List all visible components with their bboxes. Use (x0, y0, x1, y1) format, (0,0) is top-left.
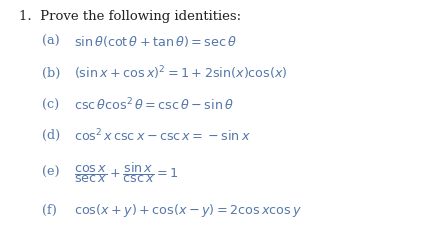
Text: (d): (d) (42, 128, 61, 142)
Text: $\csc\theta\cos^2\theta = \csc\theta - \sin\theta$: $\csc\theta\cos^2\theta = \csc\theta - \… (74, 96, 234, 113)
Text: $\cos(x+y) + \cos(x-y) = 2\cos x\cos y$: $\cos(x+y) + \cos(x-y) = 2\cos x\cos y$ (74, 201, 302, 218)
Text: $\cos^2 x\,\csc x - \csc x = -\sin x$: $\cos^2 x\,\csc x - \csc x = -\sin x$ (74, 127, 251, 143)
Text: $\dfrac{\cos x}{\sec x} + \dfrac{\sin x}{\csc x} = 1$: $\dfrac{\cos x}{\sec x} + \dfrac{\sin x}… (74, 160, 179, 184)
Text: $(\sin x + \cos x)^2 = 1 + 2\sin(x)\cos(x)$: $(\sin x + \cos x)^2 = 1 + 2\sin(x)\cos(… (74, 64, 288, 82)
Text: (c): (c) (42, 98, 60, 111)
Text: (f): (f) (42, 203, 57, 216)
Text: $\sin\theta(\cot\theta + \tan\theta) = \sec\theta$: $\sin\theta(\cot\theta + \tan\theta) = \… (74, 34, 237, 49)
Text: 1.  Prove the following identities:: 1. Prove the following identities: (19, 10, 241, 23)
Text: (b): (b) (42, 67, 61, 80)
Text: (e): (e) (42, 166, 60, 179)
Text: (a): (a) (42, 35, 60, 48)
